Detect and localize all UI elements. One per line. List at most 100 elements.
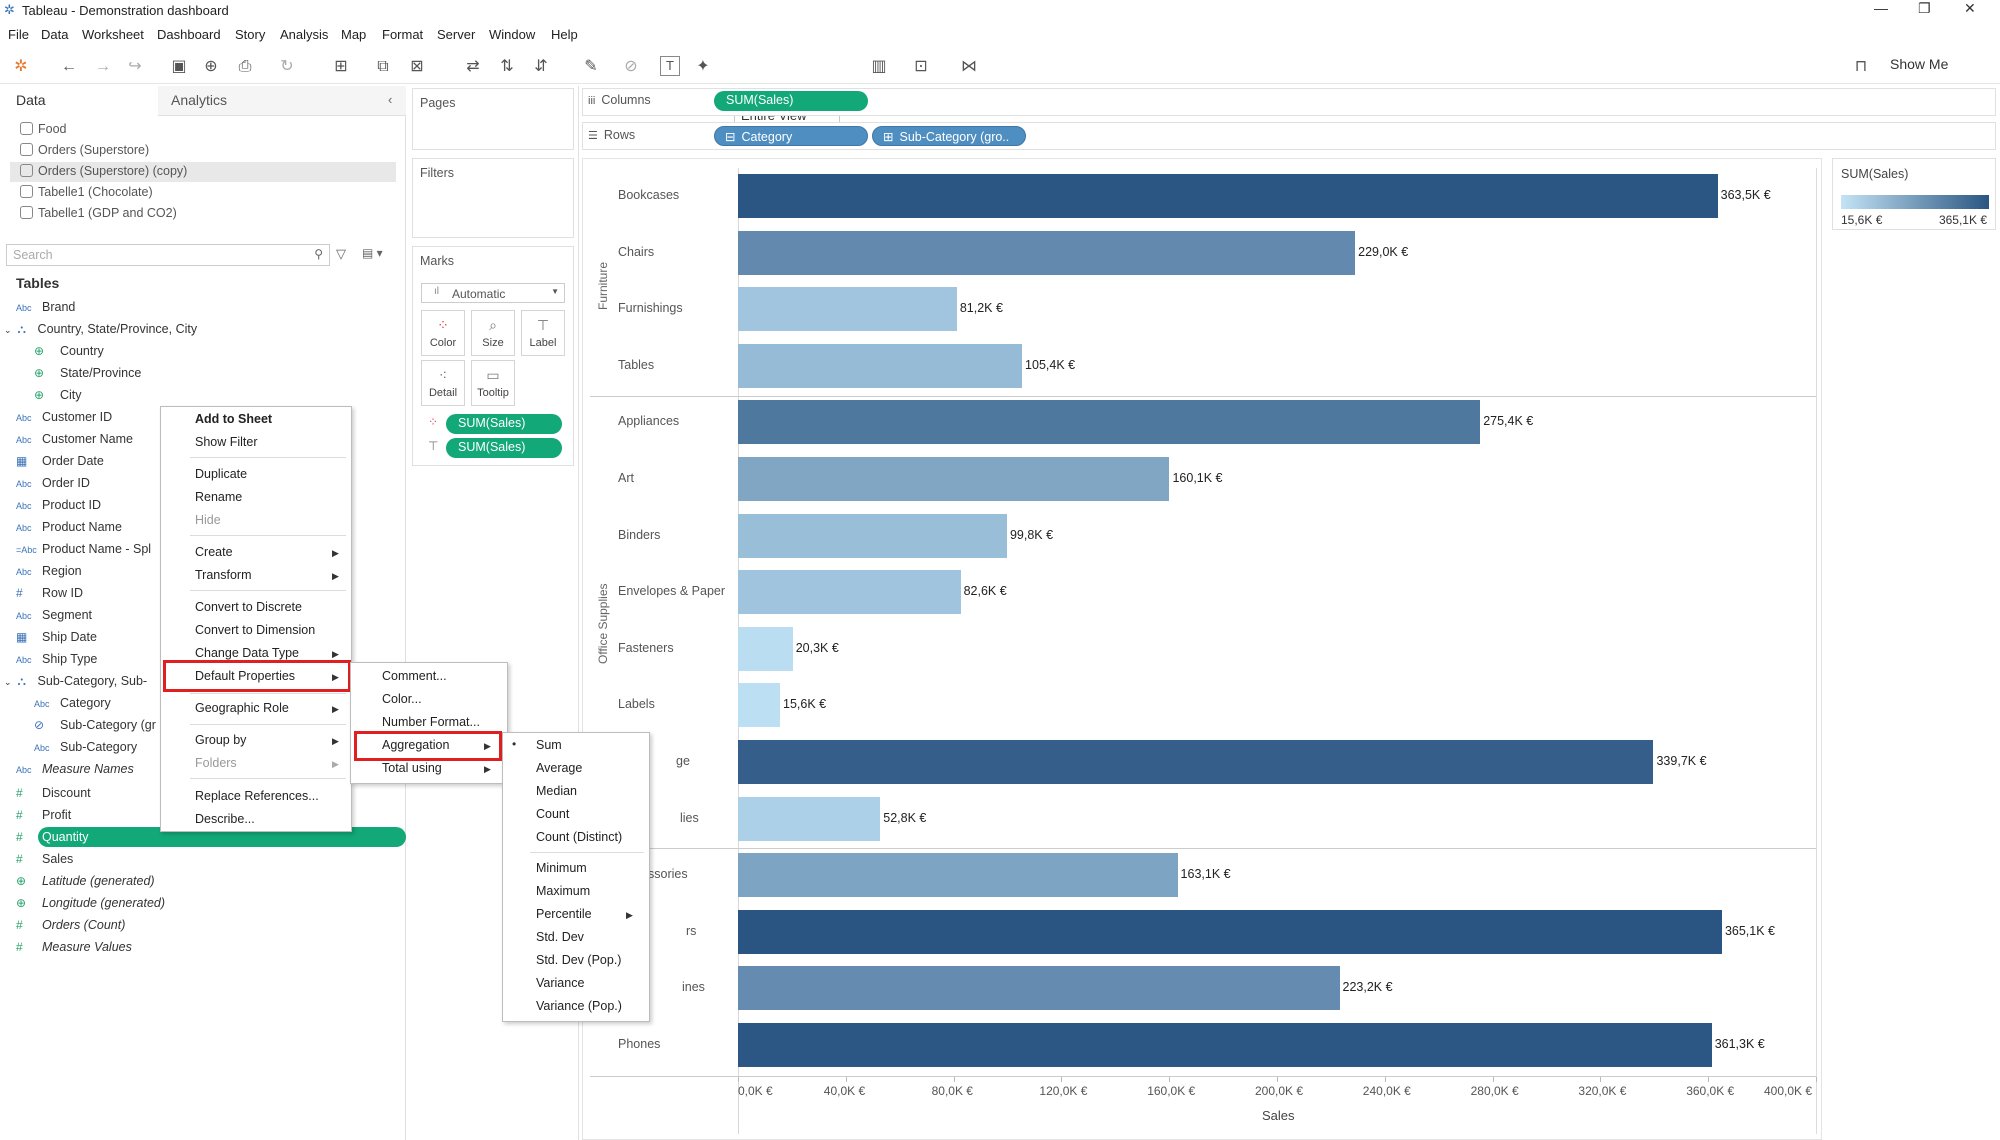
datasource-item[interactable]: Tabelle1 (GDP and CO2) xyxy=(20,206,177,220)
tab-data[interactable]: Data xyxy=(16,92,46,108)
share-icon[interactable]: ⋈ xyxy=(961,58,977,75)
search-input[interactable]: Search ⚲ xyxy=(6,244,330,266)
field-product-id[interactable]: Abc Product ID xyxy=(16,498,102,512)
field-state[interactable]: ⊕ State/Province xyxy=(34,366,142,380)
mark-type-select[interactable]: ıl Automatic ▼ xyxy=(421,283,565,303)
agg-variance-pop[interactable]: Variance (Pop.) xyxy=(536,999,622,1013)
menu-total-using[interactable]: Total using xyxy=(382,761,442,775)
bar[interactable] xyxy=(738,457,1170,501)
category-label[interactable]: Bookcases xyxy=(618,188,680,202)
bar[interactable] xyxy=(738,626,793,671)
field-order-date[interactable]: ▦ Order Date xyxy=(16,454,104,468)
menu-describe[interactable]: Describe... xyxy=(195,812,255,826)
rows-pill-subcategory[interactable]: ⊞ Sub-Category (gro.. xyxy=(872,126,1026,146)
tab-analytics[interactable]: Analytics xyxy=(171,92,228,108)
field-subcategory[interactable]: Abc Sub-Category xyxy=(34,740,138,754)
menu-create[interactable]: Create xyxy=(195,545,233,559)
menu-analysis[interactable]: Analysis xyxy=(280,27,329,42)
bar[interactable] xyxy=(738,570,961,615)
menu-aggregation[interactable]: Aggregation xyxy=(382,738,450,752)
datasource-item[interactable]: Food xyxy=(20,122,67,136)
show-me-icon[interactable]: ⊓ xyxy=(1854,58,1868,75)
menu-transform[interactable]: Transform xyxy=(195,568,252,582)
refresh-icon[interactable]: ↻ xyxy=(280,58,294,75)
field-measure-names[interactable]: Abc Measure Names xyxy=(16,762,134,776)
present-icon[interactable]: ⊡ xyxy=(914,58,928,75)
bar[interactable] xyxy=(738,683,781,728)
field-ship-date[interactable]: ▦ Ship Date xyxy=(16,630,97,644)
bar[interactable] xyxy=(738,1023,1712,1067)
menu-number-format[interactable]: Number Format... xyxy=(382,715,480,729)
field-brand[interactable]: Abc Brand xyxy=(16,300,76,314)
field-country[interactable]: ⊕ Country xyxy=(34,344,104,358)
menu-worksheet[interactable]: Worksheet xyxy=(82,27,144,42)
menu-format[interactable]: Format xyxy=(382,27,424,42)
detail-button[interactable]: ⁖ Detail xyxy=(421,360,465,406)
field-discount[interactable]: # Discount xyxy=(16,786,91,800)
menu-file[interactable]: File xyxy=(8,27,29,42)
category-label[interactable]: Appliances xyxy=(618,414,680,429)
field-customer-id[interactable]: Abc Customer ID xyxy=(16,410,113,424)
bar[interactable] xyxy=(738,513,1007,558)
bar[interactable] xyxy=(738,230,1356,275)
field-row-id[interactable]: # Row ID xyxy=(16,586,83,600)
columns-pill-sales[interactable]: SUM(Sales) xyxy=(714,91,868,111)
category-label[interactable]: Chairs xyxy=(618,244,655,259)
field-product-name-split[interactable]: =Abc Product Name - Spl xyxy=(16,542,152,556)
category-label[interactable]: ge xyxy=(676,754,690,768)
datasource-item[interactable]: Tabelle1 (Chocolate) xyxy=(20,185,153,199)
category-label[interactable]: Envelopes & Paper xyxy=(618,584,726,599)
marks-label-pill[interactable]: SUM(Sales) xyxy=(446,438,562,458)
field-region[interactable]: Abc Region xyxy=(16,564,82,578)
field-category[interactable]: Abc Category xyxy=(34,696,111,710)
field-orders-count[interactable]: # Orders (Count) xyxy=(16,918,126,932)
menu-window[interactable]: Window xyxy=(489,27,536,42)
group-icon[interactable]: ⊘ xyxy=(624,58,638,75)
bar[interactable] xyxy=(738,966,1340,1011)
datasource-item-selected[interactable]: Orders (Superstore) (copy) xyxy=(20,164,187,178)
field-measure-values[interactable]: # Measure Values xyxy=(16,940,132,954)
menu-server[interactable]: Server xyxy=(437,27,476,42)
field-segment[interactable]: Abc Segment xyxy=(16,608,93,622)
field-latitude[interactable]: ⊕ Latitude (generated) xyxy=(16,874,155,888)
menu-duplicate[interactable]: Duplicate xyxy=(195,467,248,481)
rows-pill-category[interactable]: ⊟ Category xyxy=(714,126,868,146)
field-longitude[interactable]: ⊕ Longitude (generated) xyxy=(16,896,166,910)
category-label[interactable]: Binders xyxy=(618,527,661,542)
field-order-id[interactable]: Abc Order ID xyxy=(16,476,90,490)
sort-ascending-icon[interactable]: ⇅ xyxy=(500,58,514,75)
field-ship-type[interactable]: Abc Ship Type xyxy=(16,652,98,666)
category-label[interactable]: Labels xyxy=(618,697,655,712)
category-label[interactable]: Fasteners xyxy=(618,640,674,655)
menu-color[interactable]: Color... xyxy=(382,692,422,706)
category-label[interactable]: Furnishings xyxy=(618,301,683,316)
close-icon[interactable]: ✕ xyxy=(1964,0,1976,16)
agg-percentile[interactable]: Percentile xyxy=(536,907,592,921)
presentation-mode-icon[interactable]: ▥ xyxy=(871,58,887,75)
clear-sheet-icon[interactable]: ⊠ xyxy=(410,58,424,75)
bar[interactable] xyxy=(738,796,881,841)
filters-shelf[interactable] xyxy=(412,158,574,238)
pin-icon[interactable]: ✦ xyxy=(696,58,710,75)
new-worksheet-icon[interactable]: ⊞ xyxy=(334,58,348,75)
bar[interactable] xyxy=(738,287,957,332)
menu-comment[interactable]: Comment... xyxy=(382,669,447,683)
pages-shelf[interactable] xyxy=(412,88,574,150)
field-city[interactable]: ⊕ City xyxy=(34,388,82,402)
agg-average[interactable]: Average xyxy=(536,761,583,775)
category-label[interactable]: lies xyxy=(680,810,699,825)
menu-map[interactable]: Map xyxy=(341,27,367,42)
bar[interactable] xyxy=(738,909,1722,954)
menu-geographic-role[interactable]: Geographic Role xyxy=(195,701,289,715)
swap-icon[interactable]: ⇄ xyxy=(466,58,480,75)
view-options-icon[interactable]: ▤ ▾ xyxy=(362,246,383,260)
field-profit[interactable]: # Profit xyxy=(16,808,72,822)
field-hierarchy-subcategory[interactable]: ⌄ ⛬ Sub-Category, Sub- xyxy=(4,674,148,688)
menu-story[interactable]: Story xyxy=(235,27,266,42)
menu-convert-to-dimension[interactable]: Convert to Dimension xyxy=(195,623,316,637)
field-customer-name[interactable]: Abc Customer Name xyxy=(16,432,133,446)
highlight-icon[interactable]: ✎ xyxy=(584,58,598,75)
save-icon[interactable]: ▣ xyxy=(171,58,187,75)
field-hierarchy-country[interactable]: ⌄ ⛬ Country, State/Province, City xyxy=(4,322,198,336)
field-product-name[interactable]: Abc Product Name xyxy=(16,520,122,534)
